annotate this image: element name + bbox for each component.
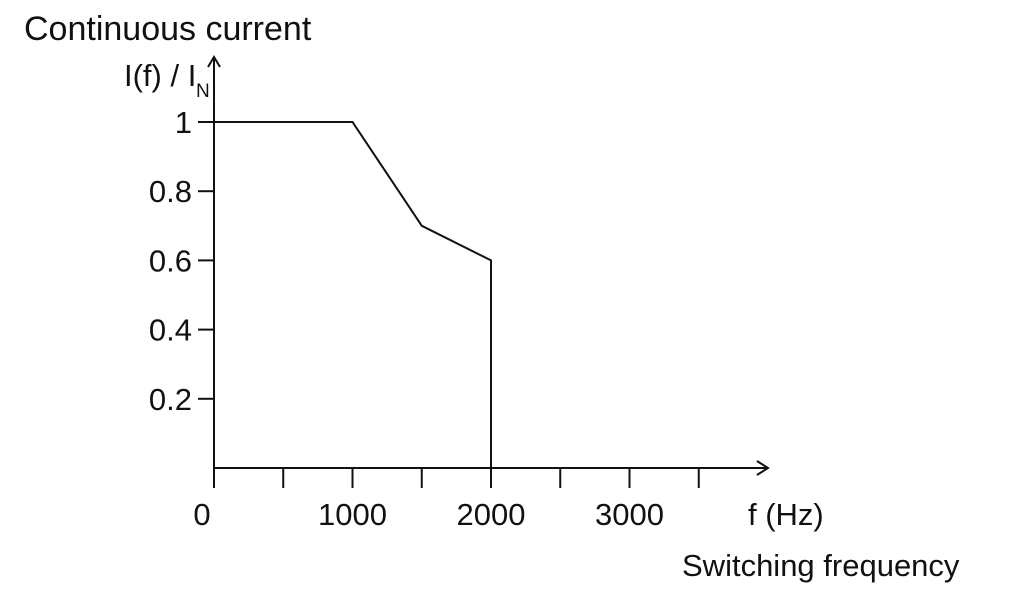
x-tick-label: 3000 [595,497,664,532]
y-axis-arrow [207,55,221,68]
series-line [214,121,492,468]
x-tick-label: 2000 [457,497,526,532]
y-tick-label: 0.2 [149,382,192,417]
x-tick-label: 0 [193,497,210,532]
y-tick-label: 0.6 [149,243,192,278]
y-tick-label: 0.4 [149,313,192,348]
x-ticks: 0 1000 2000 3000 [193,468,700,532]
chart-title: Continuous current [24,10,312,48]
y-axis-label: I(f) / I [124,58,196,93]
x-axis-caption: Switching frequency [682,548,960,583]
y-tick-label: 0.8 [149,174,192,209]
x-tick-label: 1000 [318,497,387,532]
y-axis-label-subscript: N [196,81,210,102]
x-axis-arrow [756,460,770,476]
series-group [214,121,492,468]
x-axis-label: f (Hz) [748,497,824,532]
y-ticks: 0.2 0.4 0.6 0.8 1 [149,105,214,417]
axes [207,55,770,476]
y-tick-label: 1 [175,105,192,140]
